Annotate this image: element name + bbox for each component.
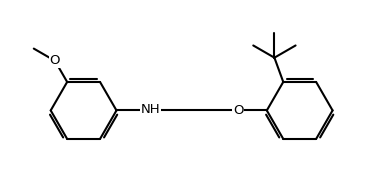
Text: O: O — [233, 104, 243, 117]
Text: NH: NH — [141, 103, 161, 117]
Text: O: O — [50, 54, 60, 67]
